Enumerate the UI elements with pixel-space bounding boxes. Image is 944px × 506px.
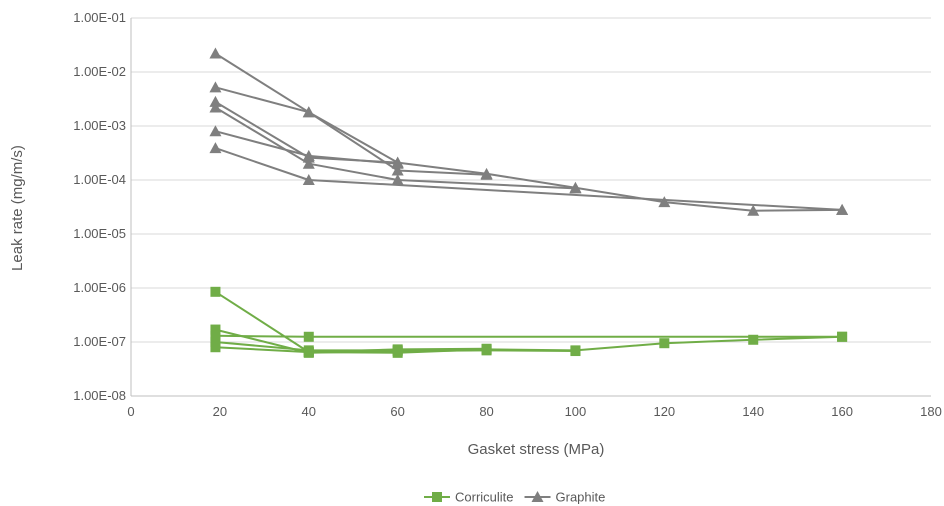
triangle-marker	[302, 106, 315, 118]
x-axis-title: Gasket stress (MPa)	[468, 441, 605, 458]
y-tick-label: 1.00E-07	[73, 334, 126, 349]
triangle-marker	[209, 95, 222, 107]
series-graphite	[209, 47, 849, 216]
triangle-marker	[836, 203, 849, 215]
square-marker	[210, 342, 221, 353]
triangle-marker	[209, 125, 222, 137]
triangle-marker	[209, 142, 222, 154]
x-tick-label: 0	[127, 404, 134, 419]
triangle-marker	[480, 168, 493, 180]
series-graphite	[209, 81, 493, 180]
x-tick-label: 80	[479, 404, 493, 419]
square-marker	[303, 347, 314, 358]
x-tick-label: 140	[742, 404, 764, 419]
triangle-marker	[302, 157, 315, 169]
square-marker	[210, 324, 221, 335]
triangle-marker	[569, 182, 582, 194]
triangle-marker	[747, 204, 760, 216]
legend-item-corriculite: Corriculite	[424, 490, 514, 505]
triangle-marker	[209, 47, 222, 59]
triangle-marker	[531, 491, 544, 502]
square-marker	[303, 331, 314, 342]
x-tick-label: 160	[831, 404, 853, 419]
series-line	[215, 346, 487, 354]
square-marker	[659, 338, 670, 349]
y-tick-label: 1.00E-08	[73, 388, 126, 403]
triangle-marker	[658, 196, 671, 208]
triangle-marker	[209, 81, 222, 93]
series-graphite	[209, 101, 582, 194]
series-line	[214, 290, 843, 354]
square-marker	[210, 286, 221, 297]
series-corriculite	[210, 342, 492, 358]
triangle-marker	[391, 174, 404, 185]
series	[209, 47, 849, 358]
x-tick-label: 120	[653, 404, 675, 419]
triangle-marker	[391, 157, 404, 169]
y-tick-label: 1.00E-03	[73, 118, 126, 133]
x-tick-label: 60	[390, 404, 404, 419]
legend: Corriculite Graphite	[424, 490, 605, 505]
triangle-marker	[391, 164, 404, 176]
x-tick-label: 20	[213, 404, 227, 419]
x-tick-label: 100	[565, 404, 587, 419]
y-axis-title: Leak rate (mg/m/s)	[9, 145, 26, 271]
legend-label: Corriculite	[455, 490, 514, 505]
y-tick-label: 1.00E-01	[73, 10, 126, 25]
square-marker	[481, 343, 492, 354]
square-marker	[837, 331, 848, 342]
x-tick-label: 180	[920, 404, 942, 419]
square-marker	[392, 344, 403, 355]
triangle-marker	[209, 101, 222, 113]
series-graphite	[209, 125, 404, 169]
series-line	[214, 106, 576, 190]
legend-item-graphite: Graphite	[524, 490, 606, 505]
square-marker	[748, 334, 759, 345]
square-marker	[210, 337, 221, 347]
triangle-marker	[302, 174, 315, 185]
y-tick-label: 1.00E-05	[73, 226, 126, 241]
legend-label: Graphite	[556, 490, 606, 505]
series-line	[214, 52, 843, 212]
square-marker	[432, 492, 442, 502]
square-marker	[570, 346, 581, 357]
y-tick-label: 1.00E-06	[73, 280, 126, 295]
x-tick-label: 40	[302, 404, 316, 419]
triangle-marker	[302, 149, 315, 161]
series-corriculite	[210, 330, 848, 342]
series-graphite	[209, 142, 849, 215]
square-marker	[210, 330, 221, 341]
y-tick-label: 1.00E-04	[73, 172, 126, 187]
y-tick-label: 1.00E-02	[73, 64, 126, 79]
axes: 1.00E-08 1.00E-07 1.00E-06 1.00E-05 1.00E-04…	[73, 10, 942, 419]
series-line	[215, 86, 487, 176]
